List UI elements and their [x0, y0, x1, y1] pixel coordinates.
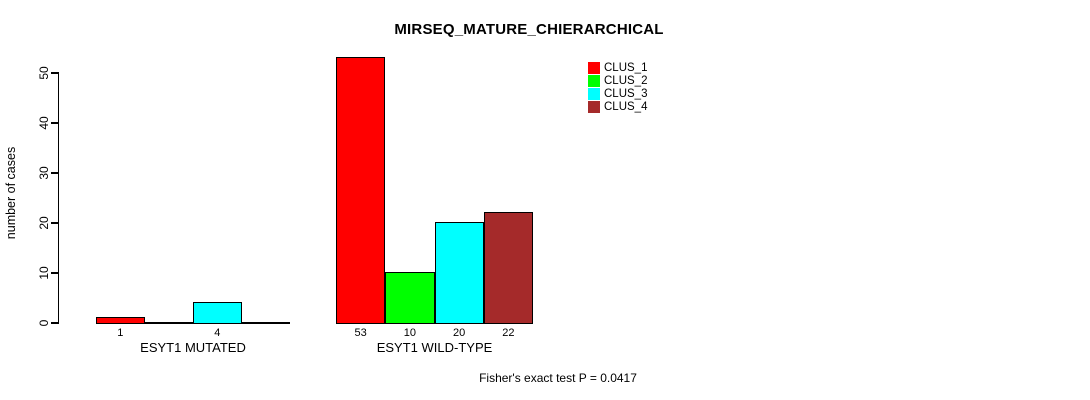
fisher-test-annotation: Fisher's exact test P = 0.0417	[479, 371, 637, 385]
y-axis-label: number of cases	[4, 146, 18, 240]
bar-value-label: 53	[354, 327, 367, 339]
y-axis-tick-label: 0	[37, 319, 51, 327]
group-label: ESYT1 WILD-TYPE	[376, 340, 493, 355]
y-axis-tick-label: 40	[37, 116, 51, 130]
chart-title: MIRSEQ_MATURE_CHIERARCHICAL	[394, 21, 664, 38]
y-axis-line	[57, 72, 59, 324]
y-axis-tick	[50, 122, 58, 124]
legend: CLUS_1 CLUS_2 CLUS_3 CLUS_4	[588, 61, 647, 113]
bar-esyt1-mutated-clus_3	[193, 302, 242, 324]
bar-value-label: 4	[214, 327, 221, 339]
bar-value-label: 10	[403, 327, 416, 339]
y-axis-tick-label: 10	[37, 266, 51, 280]
bar-value-label: 1	[117, 327, 124, 339]
bar-esyt1-wild-type-clus_1	[336, 57, 386, 324]
y-axis-tick-label: 20	[37, 216, 51, 230]
legend-item-clus-3: CLUS_3	[588, 87, 647, 100]
y-axis-tick-label: 50	[37, 66, 51, 80]
legend-swatch-clus-3	[588, 87, 600, 100]
legend-item-clus-4: CLUS_4	[588, 100, 647, 113]
legend-label-clus-3: CLUS_3	[604, 87, 648, 100]
legend-item-clus-1: CLUS_1	[588, 61, 647, 74]
legend-label-clus-1: CLUS_1	[604, 61, 648, 74]
legend-swatch-clus-1	[588, 61, 600, 74]
legend-item-clus-2: CLUS_2	[588, 74, 647, 87]
legend-label-clus-2: CLUS_2	[604, 74, 648, 87]
y-axis-tick	[50, 272, 58, 274]
y-axis-tick	[50, 222, 58, 224]
bar-esyt1-wild-type-clus_4	[483, 212, 533, 324]
legend-label-clus-4: CLUS_4	[604, 100, 648, 113]
legend-swatch-clus-4	[588, 100, 600, 113]
y-axis-tick-label: 30	[37, 166, 51, 180]
legend-swatch-clus-2	[588, 74, 600, 87]
bar-esyt1-wild-type-clus_3	[434, 222, 484, 324]
y-axis-tick	[50, 172, 58, 174]
bar-value-label: 20	[453, 327, 466, 339]
group-label: ESYT1 MUTATED	[140, 340, 246, 355]
bar-esyt1-mutated-clus_1	[96, 317, 145, 324]
y-axis-tick	[50, 322, 58, 324]
y-axis-tick	[50, 72, 58, 74]
bar-esyt1-wild-type-clus_2	[385, 272, 435, 324]
bar-value-label: 22	[502, 327, 515, 339]
